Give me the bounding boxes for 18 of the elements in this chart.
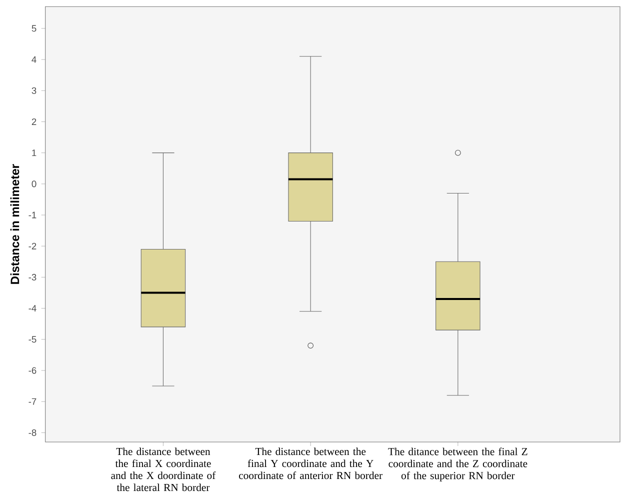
y-tick-label: -3 — [28, 274, 36, 280]
y-tick-label: -8 — [28, 429, 36, 436]
y-tick-label: -5 — [28, 336, 36, 343]
y-tick-label: 0 — [32, 180, 36, 188]
y-tick-label: 3 — [32, 87, 36, 94]
y-tick-label: -4 — [28, 305, 36, 312]
y-tick-label: -7 — [28, 398, 36, 405]
y-tick-label: -6 — [28, 367, 36, 374]
y-tick-label: -2 — [28, 242, 36, 250]
x-tick-label: The distance between the final X coordinate and the X doordinate of the lateral RN border — [111, 448, 216, 492]
x-tick-label: The distance between the final Y coordinate and the Y coordinate of anterior RN border — [238, 448, 382, 480]
x-tick-label: The ditance between the final Z coordinate and the Z coordinate of the superior RN border — [388, 448, 528, 482]
y-tick-label: 5 — [32, 25, 36, 32]
y-tick-label: -1 — [28, 212, 36, 218]
y-tick-label: 1 — [32, 150, 36, 156]
y-axis-title: Distance in milimeter — [10, 164, 20, 284]
y-tick-label: 2 — [32, 118, 36, 125]
y-tick-label: 4 — [32, 56, 36, 63]
